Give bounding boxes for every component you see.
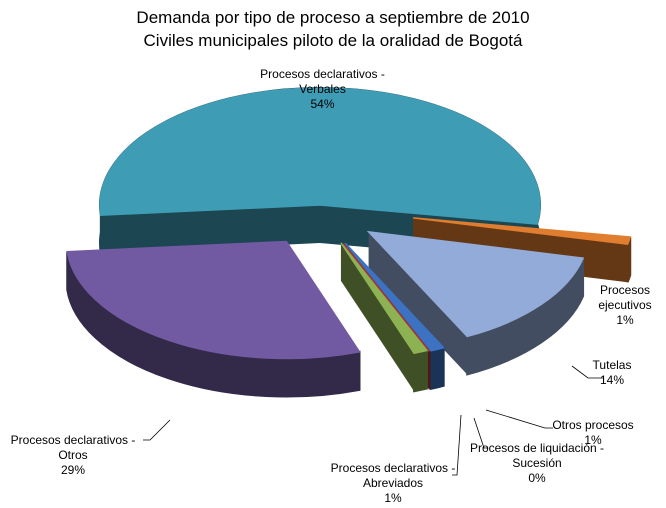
value-label: 54% xyxy=(310,97,335,111)
slice-top xyxy=(344,242,446,352)
slice-label: Otros procesos 1% xyxy=(538,418,648,448)
leader-line xyxy=(485,409,553,429)
slice-wall xyxy=(340,242,415,392)
slice xyxy=(66,240,361,398)
slice-label: Procesos de liquidación - Sucesión 0% xyxy=(462,441,612,486)
leader-line xyxy=(452,414,462,476)
leader-lines xyxy=(143,365,604,476)
category-label: Procesos declarativos - Otros xyxy=(10,433,136,462)
chart-subtitle: Civiles municipales piloto de la oralida… xyxy=(143,31,523,50)
value-label: 14% xyxy=(599,373,625,387)
slice-top xyxy=(340,242,429,355)
slice-label: Procesos declarativos - Abreviados 1% xyxy=(318,461,468,506)
pie xyxy=(66,87,632,398)
slice-top xyxy=(413,217,632,246)
slice-side xyxy=(413,349,428,393)
slice xyxy=(340,242,429,393)
slice-side xyxy=(430,346,445,391)
slice-top xyxy=(66,240,361,360)
slice-label: Procesos declarativos - Verbales 54% xyxy=(250,67,395,112)
leader-line xyxy=(473,417,488,449)
slice-label: Tutelas 14% xyxy=(582,358,642,388)
slice-top xyxy=(366,230,585,338)
slice-label: Procesos declarativos - Otros 29% xyxy=(0,433,146,478)
category-label: Procesos de liquidación - Sucesión xyxy=(469,441,605,470)
slice-wall xyxy=(100,205,320,254)
slice-top xyxy=(342,243,430,352)
slice-wall xyxy=(368,231,468,375)
leader-line xyxy=(143,419,171,441)
category-label: Tutelas xyxy=(592,358,632,372)
value-label: 0% xyxy=(528,471,546,485)
slice xyxy=(366,230,585,376)
slice-label: Procesos ejecutivos 1% xyxy=(590,283,660,328)
category-label: Otros procesos xyxy=(552,418,634,432)
leader-line xyxy=(571,365,604,379)
chart-title: Demanda por tipo de proceso a septiembre… xyxy=(136,8,530,27)
value-label: 1% xyxy=(384,491,402,505)
value-label: 29% xyxy=(60,463,86,477)
category-label: Procesos declarativos - Abreviados xyxy=(330,461,456,490)
value-label: 1% xyxy=(584,433,602,447)
slice-top xyxy=(99,87,541,225)
category-label: Procesos ejecutivos xyxy=(598,283,652,312)
category-label: Procesos declarativos - Verbales xyxy=(260,67,385,96)
value-label: 1% xyxy=(616,313,634,327)
